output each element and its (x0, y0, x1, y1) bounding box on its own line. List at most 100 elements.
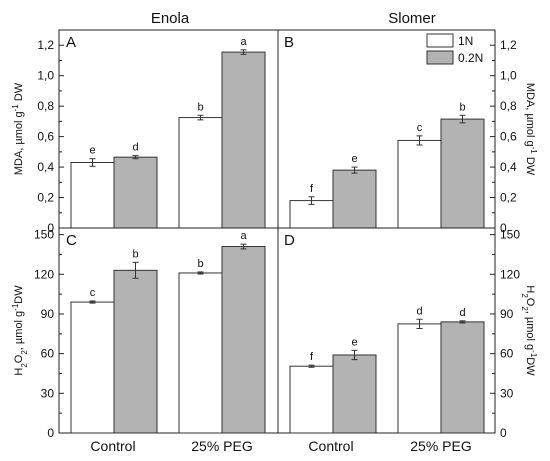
significance-letter: b (197, 101, 203, 113)
bar-a-control-02n (113, 156, 158, 229)
column-title-slomer: Slomer (388, 10, 436, 27)
significance-letter: f (310, 183, 314, 195)
y-tick-label: 0,8 (37, 99, 54, 113)
y-axis-label-part: H (13, 368, 25, 376)
y-axis-label-part: , µmol g (524, 311, 536, 350)
y-tick-label: 0 (500, 426, 507, 440)
significance-letter: e (351, 153, 357, 165)
y-axis-label-part: DW (13, 285, 25, 304)
significance-letter: d (459, 307, 465, 319)
column-title-enola: Enola (151, 10, 190, 27)
bar-c-peg-1n (178, 272, 223, 434)
y-axis-label-part: 2 (20, 363, 29, 368)
y-axis-label: MDA, µmol g-1 DW (524, 83, 539, 176)
panel-letter: D (284, 232, 295, 249)
bar-d-peg-1n (397, 323, 442, 434)
y-tick-label: 1,2 (500, 38, 517, 52)
x-category-control-right: Control (308, 438, 353, 454)
y-axis-label-part: O (524, 298, 536, 307)
y-tick-label: 30 (500, 386, 514, 400)
y-tick-label: 0 (47, 426, 54, 440)
panel-b: B 0 0,2 0,4 0,6 0,8 1,0 1,2 MDA, µmol g-1 DW f e c b… (277, 29, 539, 235)
significance-letter: b (132, 248, 138, 260)
bar-d-control-1n (289, 365, 334, 434)
y-axis-label-part: DW (524, 154, 536, 176)
y-tick-label: 60 (41, 347, 55, 361)
significance-letter: b (197, 258, 203, 270)
significance-letter: d (132, 142, 138, 154)
y-tick-label: 0,2 (500, 191, 517, 205)
significance-letter: e (351, 336, 357, 348)
bar-d-peg-02n (440, 321, 485, 434)
y-tick-label: 60 (500, 347, 514, 361)
bar-c-peg-02n (221, 246, 266, 434)
panel-frame (277, 227, 496, 434)
y-axis-label-part: 2 (521, 306, 530, 311)
y-tick-label: 0,8 (500, 99, 517, 113)
panel-a: A 0 0,2 0,4 0,6 0,8 1,0 1,2 MDA, µmol g-1 DW e d b a (11, 29, 279, 235)
bar-a-peg-02n (221, 51, 266, 229)
y-tick-label: 30 (41, 386, 55, 400)
y-axis-label-part: MDA, µmol g (524, 83, 536, 147)
x-category-peg-right: 25% PEG (410, 438, 471, 454)
y-tick-label: 1,0 (500, 69, 517, 83)
y-tick-label: 1,2 (37, 38, 54, 52)
y-tick-label: 90 (500, 307, 514, 321)
y-axis-label-part: MDA, µmol g (13, 111, 25, 175)
legend-label: 1N (458, 34, 473, 48)
y-tick-label: 150 (34, 228, 54, 242)
y-axis-label-part: H (524, 285, 536, 293)
panel-letter: C (66, 232, 77, 249)
y-axis-label-part: DW (13, 82, 25, 104)
bar-b-peg-02n (440, 118, 485, 229)
y-tick-label: 0,4 (500, 160, 517, 174)
y-tick-label: 150 (500, 228, 520, 242)
legend-swatch-1n (426, 33, 454, 48)
significance-letter: e (89, 145, 95, 157)
y-tick-label: 0 (47, 221, 54, 235)
y-tick-label: 0,6 (500, 130, 517, 144)
significance-letter: b (459, 101, 465, 113)
y-axis-label-part: O (13, 354, 25, 363)
significance-letter: c (90, 287, 96, 299)
significance-letter: a (240, 36, 247, 48)
significance-letter: a (240, 230, 247, 242)
y-tick-label: 0,2 (37, 191, 54, 205)
significance-letter: c (417, 122, 423, 134)
legend-label: 0.2N (458, 51, 483, 65)
y-axis-label: H2O2, µmol g-1DW (521, 285, 539, 376)
bar-b-peg-1n (397, 139, 442, 229)
panel-letter: B (284, 34, 294, 51)
y-tick-label: 0,6 (37, 130, 54, 144)
bar-c-control-1n (70, 301, 115, 434)
y-axis-label-part: -1 (530, 147, 539, 155)
x-category-peg-left: 25% PEG (191, 438, 252, 454)
y-tick-label: 120 (34, 267, 54, 281)
y-axis-label-part: , µmol g (13, 311, 25, 350)
x-category-control-left: Control (90, 438, 135, 454)
bar-c-control-02n (113, 269, 158, 434)
y-axis-label: H2O2, µmol g-1DW (11, 285, 29, 376)
y-tick-label: 90 (41, 307, 55, 321)
y-axis-label-part: -1 (530, 350, 539, 358)
legend: 1N 0.2N (426, 33, 483, 65)
y-axis-label-part: -1 (11, 104, 20, 112)
y-axis-label-part: -1 (11, 303, 20, 311)
y-tick-label: 1,0 (37, 69, 54, 83)
y-tick-label: 0,4 (37, 160, 54, 174)
bar-d-control-02n (332, 354, 377, 434)
bar-b-control-02n (332, 169, 377, 229)
significance-letter: f (310, 351, 314, 363)
y-axis-label-part: 2 (20, 350, 29, 355)
y-axis-label: MDA, µmol g-1 DW (11, 82, 26, 175)
y-tick-label: 120 (500, 267, 520, 281)
bar-a-peg-1n (178, 117, 223, 229)
y-tick-label: 0 (500, 221, 507, 235)
panel-letter: A (66, 34, 76, 51)
legend-swatch-02n (426, 50, 454, 65)
bar-a-control-1n (70, 162, 115, 229)
